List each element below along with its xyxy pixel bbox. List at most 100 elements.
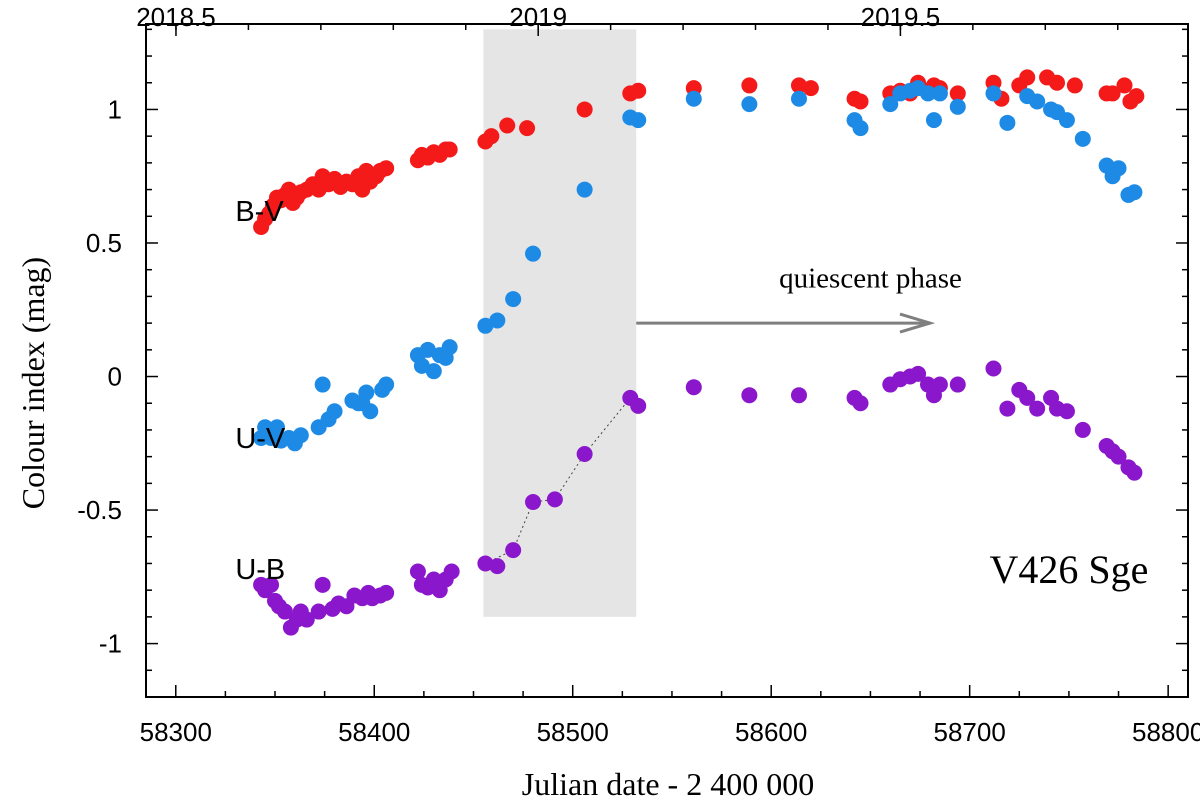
data-point bbox=[790, 77, 807, 94]
data-point bbox=[519, 120, 536, 137]
data-point bbox=[378, 160, 395, 177]
data-point bbox=[1058, 403, 1075, 420]
data-point bbox=[263, 576, 280, 593]
data-point bbox=[1066, 77, 1083, 94]
data-point bbox=[477, 317, 494, 334]
series-label-u-b: U-B bbox=[235, 554, 285, 586]
data-point bbox=[852, 395, 869, 412]
data-point bbox=[576, 181, 593, 198]
data-point bbox=[546, 491, 563, 508]
data-point bbox=[1029, 93, 1046, 110]
arrow-head bbox=[899, 312, 936, 334]
data-point bbox=[425, 363, 442, 380]
star-name-label: V426 Sge bbox=[990, 547, 1149, 592]
data-point bbox=[985, 85, 1002, 102]
data-point bbox=[852, 120, 869, 137]
data-point bbox=[326, 403, 343, 420]
x-axis-title: Julian date - 2 400 000 bbox=[522, 766, 814, 802]
x-tick-label: 58700 bbox=[934, 717, 1006, 747]
data-point bbox=[443, 563, 460, 580]
data-point bbox=[685, 90, 702, 107]
data-point bbox=[741, 96, 758, 113]
data-point bbox=[1104, 85, 1121, 102]
data-point bbox=[685, 379, 702, 396]
data-point bbox=[378, 376, 395, 393]
data-point bbox=[630, 82, 647, 99]
data-point bbox=[477, 555, 494, 572]
y-axis-title: Colour index (mag) bbox=[15, 257, 51, 509]
quiescent-phase-label: quiescent phase bbox=[779, 263, 962, 295]
data-point bbox=[409, 563, 426, 580]
series-label-u-v: U-V bbox=[235, 423, 286, 455]
data-point bbox=[1074, 130, 1091, 147]
data-points bbox=[253, 69, 1145, 636]
data-point bbox=[525, 245, 542, 262]
data-point bbox=[1128, 88, 1145, 105]
data-point bbox=[358, 384, 375, 401]
shaded-rect bbox=[483, 29, 637, 617]
data-point bbox=[910, 365, 927, 382]
data-point bbox=[985, 360, 1002, 377]
data-point bbox=[441, 339, 458, 356]
series-u-b bbox=[253, 360, 1143, 636]
y-tick-label: 0.5 bbox=[86, 228, 122, 258]
data-point bbox=[949, 376, 966, 393]
data-point bbox=[1126, 464, 1143, 481]
data-point bbox=[505, 542, 522, 559]
shaded-transition-region bbox=[483, 29, 637, 617]
x-axis-ticks: 58300 58400 58500 58600 58700 58800 bbox=[140, 685, 1200, 747]
data-point bbox=[1110, 448, 1127, 465]
series-u-v bbox=[253, 80, 1143, 452]
plot-frame bbox=[145, 23, 1189, 698]
series-label-b-v: B-V bbox=[235, 196, 284, 228]
data-point bbox=[1110, 160, 1127, 177]
data-point bbox=[790, 387, 807, 404]
x-tick-label: 58400 bbox=[338, 717, 410, 747]
data-point bbox=[999, 114, 1016, 131]
data-point bbox=[741, 387, 758, 404]
data-point bbox=[489, 558, 506, 575]
data-point bbox=[576, 101, 593, 118]
data-point bbox=[1058, 112, 1075, 129]
data-point bbox=[1116, 77, 1133, 94]
data-point bbox=[999, 400, 1016, 417]
data-point bbox=[268, 419, 285, 436]
x-tick-label: 58600 bbox=[735, 717, 807, 747]
data-point bbox=[298, 611, 315, 628]
data-point bbox=[882, 96, 899, 113]
data-point bbox=[1029, 400, 1046, 417]
data-point bbox=[314, 576, 331, 593]
data-point bbox=[1126, 184, 1143, 201]
data-point bbox=[576, 445, 593, 462]
data-point bbox=[741, 77, 758, 94]
data-point bbox=[362, 403, 379, 420]
data-point bbox=[314, 376, 331, 393]
quiescent-phase-arrow bbox=[636, 312, 936, 334]
y-tick-label: -1 bbox=[99, 629, 122, 659]
data-point bbox=[925, 112, 942, 129]
data-point bbox=[931, 376, 948, 393]
data-point bbox=[931, 85, 948, 102]
data-point bbox=[919, 85, 936, 102]
data-point bbox=[483, 128, 500, 145]
data-point bbox=[949, 85, 966, 102]
data-point bbox=[292, 427, 309, 444]
data-point bbox=[276, 603, 293, 620]
data-point bbox=[441, 141, 458, 158]
data-point bbox=[1019, 389, 1036, 406]
x-tick-label: 58300 bbox=[140, 717, 212, 747]
data-point bbox=[790, 90, 807, 107]
y-axis-ticks: -1 -0.5 0 0.5 1 bbox=[77, 28, 1188, 698]
top-axis-year-ticks: 2018.5 2019 2019.5 bbox=[136, 2, 1119, 36]
data-point bbox=[505, 291, 522, 308]
y-tick-label: 0 bbox=[108, 362, 122, 392]
data-point bbox=[852, 93, 869, 110]
data-point bbox=[310, 603, 327, 620]
data-point bbox=[489, 312, 506, 329]
x-tick-label: 58500 bbox=[537, 717, 609, 747]
data-point bbox=[949, 98, 966, 115]
y-tick-label: 1 bbox=[108, 94, 122, 124]
data-point bbox=[419, 341, 436, 358]
y-tick-label: -0.5 bbox=[77, 495, 122, 525]
